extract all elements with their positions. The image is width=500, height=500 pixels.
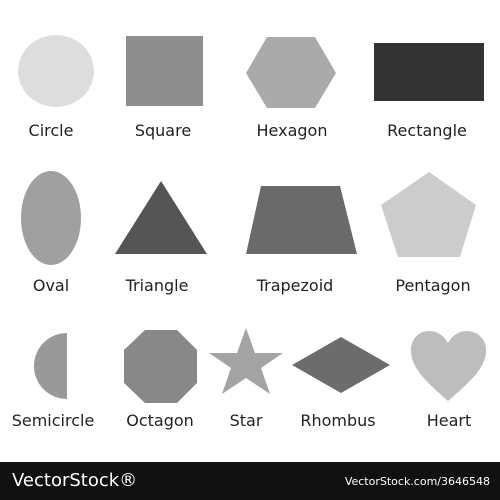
footer-logo: VectorStock® [12,470,138,491]
octagon-shape [124,330,197,403]
oval-shape [21,171,81,265]
pentagon-shape [381,172,476,257]
circle-label: Circle [28,121,74,140]
footer-bar: VectorStock® VectorStock.com/3646548 [0,462,500,500]
star-label: Star [229,411,263,430]
semicircle-shape [34,333,67,399]
oval-label: Oval [32,276,70,295]
footer-url: VectorStock.com/3646548 [344,475,490,488]
triangle-shape [115,181,207,254]
square-shape [126,36,203,106]
rhombus-label: Rhombus [300,411,376,430]
octagon-label: Octagon [126,411,194,430]
hexagon-label: Hexagon [256,121,328,140]
hexagon-shape [246,37,336,108]
triangle-label: Triangle [125,276,189,295]
pentagon-label: Pentagon [395,276,471,295]
circle-shape [18,35,94,107]
rectangle-label: Rectangle [387,121,467,140]
rhombus-shape [292,337,390,393]
heart-shape [410,331,487,401]
heart-label: Heart [426,411,472,430]
rectangle-shape [374,43,484,101]
square-label: Square [134,121,192,140]
trapezoid-label: Trapezoid [256,276,334,295]
trapezoid-shape [246,186,357,254]
star-shape [209,328,283,394]
semicircle-label: Semicircle [11,411,95,430]
